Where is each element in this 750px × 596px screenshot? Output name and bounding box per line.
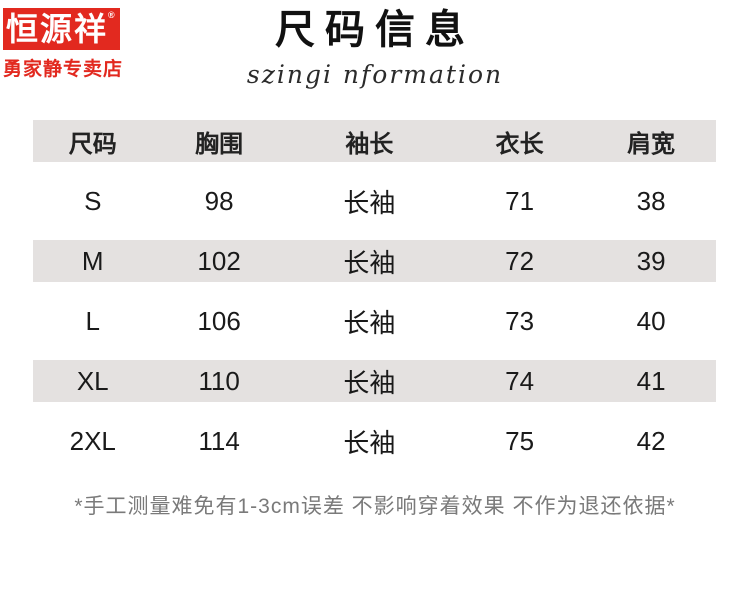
measurement-disclaimer: *手工测量难免有1-3cm误差 不影响穿着效果 不作为退还依据* bbox=[74, 495, 676, 518]
cell-length: 71 bbox=[505, 185, 535, 216]
title-block: 尺码信息 szingi nformation bbox=[0, 6, 750, 89]
cell-bust: 110 bbox=[198, 365, 240, 396]
page-subtitle: szingi nformation bbox=[246, 60, 504, 89]
store-name: 勇家静专卖店 bbox=[3, 59, 124, 80]
cell-sleeve: 长袖 bbox=[343, 427, 396, 458]
cell-size: M bbox=[81, 245, 104, 276]
column-header-garment-length: 衣长 bbox=[495, 130, 544, 158]
column-header-sleeve-length: 袖长 bbox=[345, 130, 394, 158]
cell-shoulder: 42 bbox=[636, 425, 666, 456]
cell-size: L bbox=[85, 305, 100, 336]
table-row-xl: XL 110 长袖 74 41 bbox=[33, 360, 716, 402]
cell-length: 75 bbox=[505, 425, 535, 456]
brand-logo-block: 恒源祥® bbox=[3, 8, 120, 50]
cell-length: 74 bbox=[505, 365, 535, 396]
cell-size: 2XL bbox=[69, 425, 116, 456]
cell-size: S bbox=[84, 185, 102, 216]
cell-shoulder: 40 bbox=[636, 305, 666, 336]
table-header-row: 尺码 胸围 袖长 衣长 肩宽 bbox=[33, 120, 716, 162]
table-row-m: M 102 长袖 72 39 bbox=[33, 240, 716, 282]
cell-sleeve: 长袖 bbox=[343, 367, 396, 398]
cell-bust: 106 bbox=[197, 305, 241, 336]
table-row-l: L 106 长袖 73 40 bbox=[33, 300, 716, 342]
cell-sleeve: 长袖 bbox=[343, 187, 396, 218]
cell-bust: 102 bbox=[197, 245, 241, 276]
cell-shoulder: 39 bbox=[636, 245, 666, 276]
brand-name: 恒源祥 bbox=[6, 11, 109, 47]
cell-bust: 98 bbox=[204, 185, 234, 216]
brand-logo: 恒源祥® 勇家静专卖店 bbox=[3, 8, 153, 81]
cell-sleeve: 长袖 bbox=[343, 247, 396, 278]
column-header-bust: 胸围 bbox=[195, 130, 244, 158]
cell-size: XL bbox=[76, 365, 109, 396]
page-title: 尺码信息 bbox=[275, 6, 475, 53]
cell-shoulder: 38 bbox=[636, 185, 666, 216]
table-row-s: S 98 长袖 71 38 bbox=[33, 180, 716, 222]
registered-trademark-icon: ® bbox=[108, 10, 115, 20]
cell-shoulder: 41 bbox=[636, 365, 666, 396]
cell-length: 72 bbox=[505, 245, 535, 276]
column-header-shoulder-width: 肩宽 bbox=[627, 130, 676, 158]
cell-bust: 114 bbox=[198, 425, 240, 456]
column-header-size: 尺码 bbox=[68, 130, 117, 158]
size-table: 尺码 胸围 袖长 衣长 肩宽 S 98 长袖 71 38 M 102 长袖 72… bbox=[33, 120, 716, 480]
cell-length: 73 bbox=[505, 305, 535, 336]
table-row-2xl: 2XL 114 长袖 75 42 bbox=[33, 420, 716, 462]
cell-sleeve: 长袖 bbox=[343, 307, 396, 338]
